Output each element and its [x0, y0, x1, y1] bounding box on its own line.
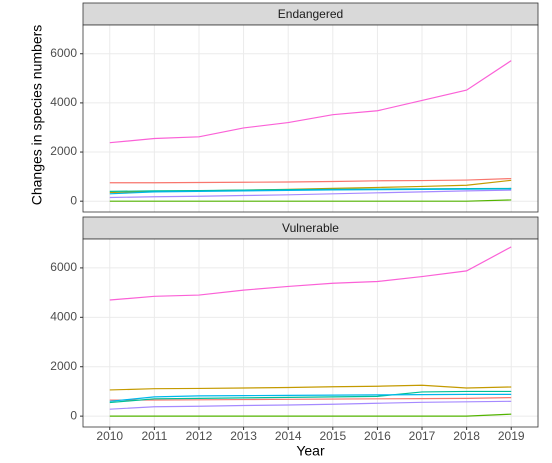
y-tick-label: 4000	[50, 95, 77, 109]
facet-title: Vulnerable	[282, 221, 339, 235]
series-line	[109, 393, 512, 402]
x-tick-label: 2016	[364, 429, 391, 443]
x-tick-label: 2014	[275, 429, 302, 443]
series-line	[109, 177, 512, 184]
series-line	[109, 189, 512, 199]
y-tick-label: 6000	[50, 260, 77, 274]
x-tick-label: 2018	[453, 429, 480, 443]
x-tick-label: 2015	[319, 429, 346, 443]
series-line	[109, 397, 512, 401]
x-tick-label: 2012	[186, 429, 213, 443]
x-tick-label: 2019	[498, 429, 525, 443]
x-tick-label: 2013	[230, 429, 257, 443]
series-line	[109, 199, 512, 202]
y-tick-label: 0	[70, 408, 77, 422]
panel-border	[82, 24, 539, 213]
y-tick-label: 2000	[50, 144, 77, 158]
series-line	[109, 413, 512, 417]
series-line	[109, 390, 512, 404]
y-tick-label: 2000	[50, 359, 77, 373]
y-tick-label: 4000	[50, 309, 77, 323]
x-tick-label: 2017	[409, 429, 436, 443]
series-line	[109, 246, 512, 301]
series-line	[109, 400, 512, 410]
y-axis-title: Changes in species numbers	[29, 25, 45, 206]
panel-border	[82, 238, 539, 428]
facet-title: Endangered	[278, 7, 343, 21]
y-tick-label: 6000	[50, 46, 77, 60]
y-tick-label: 0	[70, 193, 77, 207]
x-tick-label: 2010	[96, 429, 123, 443]
series-line	[109, 384, 512, 391]
x-tick-label: 2011	[141, 429, 167, 443]
series-line	[109, 188, 512, 195]
series-line	[109, 60, 512, 144]
x-axis-title: Year	[296, 443, 325, 459]
